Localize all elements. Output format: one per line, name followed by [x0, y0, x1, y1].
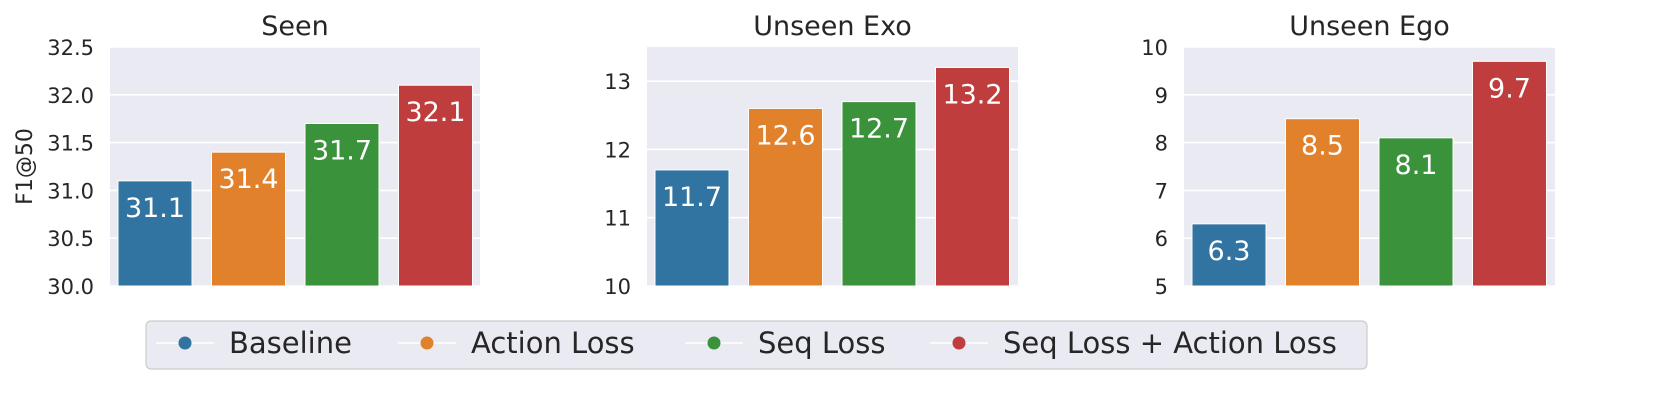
- legend-box: [145, 320, 1368, 370]
- legend-label: Seq Loss + Action Loss: [1003, 326, 1337, 360]
- legend-item: Seq Loss + Action Loss: [930, 326, 1337, 360]
- legend-item: Seq Loss: [685, 326, 885, 360]
- bar-2: [211, 151, 286, 287]
- legend-item: Action Loss: [398, 326, 635, 360]
- bar-1: [117, 180, 193, 287]
- bar-value-label: 12.6: [755, 120, 815, 151]
- y-tick-label: 8: [1155, 132, 1168, 156]
- y-tick-label: 30.0: [47, 275, 94, 299]
- y-tick-label: 10: [1141, 36, 1168, 60]
- bar-value-label: 31.7: [312, 135, 372, 166]
- legend-marker: [178, 336, 192, 350]
- y-tick-label: 10: [604, 275, 631, 299]
- bar-3: [304, 122, 380, 287]
- bar-1: [654, 169, 730, 287]
- y-tick-label: 13: [604, 70, 631, 94]
- chart-panels: 30.0 30.5 31.0 31.5 32.0 32.5 Seen F1@50 31.1 31.…: [13, 11, 1555, 299]
- legend-item: Baseline: [156, 326, 352, 360]
- bar-value-label: 31.1: [125, 193, 185, 224]
- bar-2: [748, 107, 823, 287]
- legend-marker: [707, 336, 721, 350]
- chart-title: Seen: [261, 11, 328, 42]
- y-tick-label: 12: [604, 138, 631, 162]
- bar-3: [841, 101, 917, 287]
- bar-4: [398, 84, 473, 287]
- chart-panel-2: 10 11 12 13 Unseen Exo 11.7 12.6 12.7 13.2: [604, 11, 1018, 299]
- y-tick-label: 5: [1155, 275, 1168, 299]
- bar-2: [1285, 118, 1360, 287]
- bar-3: [1378, 137, 1454, 287]
- chart-title: Unseen Ego: [1289, 11, 1450, 42]
- y-tick-label: 32.0: [47, 84, 94, 108]
- legend-label: Seq Loss: [758, 326, 885, 360]
- legend-label: Baseline: [229, 326, 352, 360]
- bar-value-label: 9.7: [1488, 73, 1531, 104]
- y-tick-label: 32.5: [47, 36, 94, 60]
- y-tick-label: 6: [1155, 227, 1168, 251]
- y-tick-label: 11: [604, 207, 631, 231]
- bar-value-label: 13.2: [942, 79, 1002, 110]
- bar-value-label: 31.4: [218, 164, 278, 195]
- chart-title: Unseen Exo: [753, 11, 912, 42]
- bar-value-label: 8.1: [1395, 150, 1438, 181]
- bar-value-label: 6.3: [1208, 236, 1251, 267]
- bar-value-label: 11.7: [662, 182, 722, 213]
- y-tick-label: 9: [1155, 84, 1168, 108]
- y-tick-label: 31.0: [47, 179, 94, 203]
- y-tick-label: 7: [1155, 179, 1168, 203]
- legend: Baseline Action Loss Seq Loss Seq Loss + Ac…: [145, 320, 1368, 370]
- bar-1: [1191, 223, 1267, 287]
- legend-label: Action Loss: [471, 326, 635, 360]
- chart-panel-3: 5 6 7 8 9 10 Unseen Ego 6.3 8.5 8.1 9.7: [1141, 11, 1555, 299]
- y-tick-label: 30.5: [47, 227, 94, 251]
- bar-value-label: 8.5: [1301, 131, 1344, 162]
- bar-value-label: 32.1: [405, 97, 465, 128]
- chart-panel-1: 30.0 30.5 31.0 31.5 32.0 32.5 Seen F1@50 31.1 31.…: [13, 11, 480, 299]
- legend-marker: [952, 336, 966, 350]
- legend-marker: [420, 336, 434, 350]
- bar-4: [935, 66, 1010, 287]
- bar-4: [1472, 60, 1547, 287]
- y-tick-label: 31.5: [47, 132, 94, 156]
- y-axis-label: F1@50: [13, 128, 38, 205]
- bar-value-label: 12.7: [849, 114, 909, 145]
